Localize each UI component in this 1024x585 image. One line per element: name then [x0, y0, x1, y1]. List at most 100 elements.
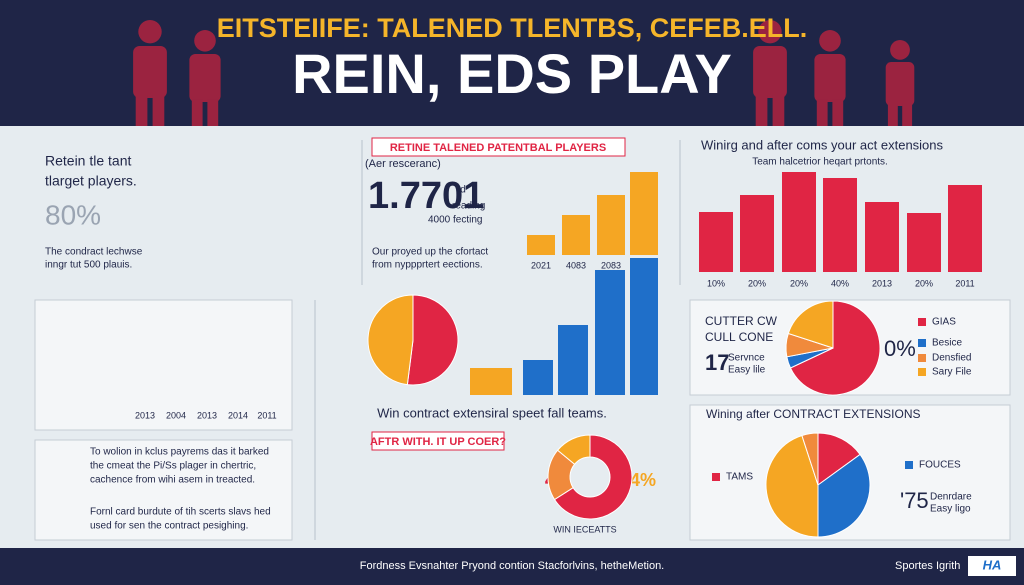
header-band — [0, 0, 1024, 126]
pct: 0% — [884, 336, 916, 361]
stat-note: 4000 fecting — [428, 215, 483, 226]
footer-band — [0, 548, 1024, 585]
head — [890, 40, 910, 60]
bar — [527, 235, 555, 255]
stat: 80% — [45, 199, 101, 230]
note: inngr tut 500 plauis. — [45, 260, 132, 271]
legend-label: TAMS — [726, 472, 753, 483]
body — [753, 46, 787, 98]
footer-brand: Sportes Igrith — [895, 560, 960, 572]
head — [758, 20, 782, 44]
year-label: 2014 — [228, 410, 248, 420]
note: The condract lechwse — [45, 247, 143, 258]
logo-text: HA — [983, 557, 1002, 572]
story: Fornl card burdute of tih scerts slavs h… — [90, 507, 271, 518]
legend-swatch — [918, 318, 926, 326]
leg — [191, 99, 203, 150]
stat-note: Easy lile — [728, 365, 766, 376]
cutter-line: CUTTER CW — [705, 314, 778, 328]
slice — [801, 432, 819, 486]
x-tick-label: 2013 — [872, 278, 892, 288]
body — [133, 46, 167, 98]
x-tick-label: 20% — [915, 278, 933, 288]
year-label: 2013 — [135, 410, 155, 420]
slice — [765, 434, 819, 538]
title: Wining after CONTRACT EXTENSIONS — [706, 407, 921, 421]
title: Winirg and after coms your act extension… — [701, 137, 944, 152]
x-tick-label: 20% — [790, 278, 808, 288]
legend-label: GIAS — [932, 317, 956, 328]
label: AFTR WITH. IT UP COER? — [370, 436, 506, 448]
leg — [832, 99, 844, 150]
legend-swatch — [905, 461, 913, 469]
panel — [34, 439, 293, 541]
story: used for sen the contract pesighing. — [90, 521, 248, 532]
slice — [817, 453, 871, 538]
stat-note: Denrdare — [930, 492, 972, 503]
caption: WIN IECEATTS — [553, 524, 616, 534]
bar — [699, 212, 733, 272]
slice — [787, 300, 834, 349]
stat: 17 — [705, 350, 729, 375]
bar — [823, 178, 857, 272]
stat: 1.7701 — [368, 175, 484, 217]
x-tick-label: 4083 — [566, 260, 586, 270]
bar — [630, 258, 658, 395]
story: To wolion in kclus payrems das it barked — [90, 447, 269, 458]
note: from nyppprtert eections. — [372, 260, 483, 271]
sub: (Aer resceranc) — [365, 158, 441, 170]
bar — [558, 325, 588, 395]
x-tick-label: 2083 — [601, 260, 621, 270]
panel — [34, 299, 293, 431]
cutter-line: CULL CONE — [705, 330, 773, 344]
leg — [152, 95, 165, 150]
slice — [789, 300, 881, 396]
leg — [755, 95, 768, 150]
bar — [523, 360, 553, 395]
x-tick-label: 20% — [748, 278, 766, 288]
label: RETINE TALENED PATENTBAL PLAYERS — [390, 142, 606, 154]
slice — [553, 434, 633, 520]
stat-note: Servnce — [728, 353, 765, 364]
bar — [782, 172, 816, 272]
bar — [562, 215, 590, 255]
label-box — [371, 431, 505, 451]
stat-note: Easy ligo — [930, 504, 971, 515]
leg — [816, 99, 828, 150]
slice — [406, 294, 459, 386]
body — [814, 54, 846, 102]
caption: Win contract extensiral speet fall teams… — [377, 405, 607, 420]
x-tick-label: 10% — [707, 278, 725, 288]
header-kicker: EITSTEIIFE: TALENED TLENTBS, CEFEB.ELL. — [217, 13, 808, 43]
legend-swatch — [918, 354, 926, 362]
legend-label: Sary File — [932, 367, 972, 378]
header-title: REIN, EDS PLAY — [292, 42, 732, 105]
head — [819, 30, 841, 52]
story: cachence from wihi asem in treacted. — [90, 475, 255, 486]
head — [194, 30, 216, 52]
body — [885, 62, 915, 106]
legend-swatch — [712, 473, 720, 481]
bar — [907, 213, 941, 272]
head — [138, 20, 162, 44]
note: Our proyed up the cfortact — [372, 247, 488, 258]
stat: '75 — [900, 488, 929, 513]
stat-note: ld — [458, 185, 466, 196]
leg — [207, 99, 219, 150]
x-tick-label: 2011 — [955, 278, 974, 288]
heading: tlarget players. — [45, 173, 137, 189]
logo — [968, 556, 1016, 576]
heading: Retein tle tant — [45, 153, 131, 169]
legend-label: FOUCES — [919, 460, 961, 471]
year-label: 2013 — [197, 410, 217, 420]
label-box — [371, 137, 626, 157]
sub: Team halcetrior heqart prtonts. — [752, 157, 888, 168]
x-tick-label: 2021 — [531, 260, 551, 270]
legend-swatch — [918, 339, 926, 347]
leg — [772, 95, 785, 150]
leg — [135, 95, 148, 150]
x-tick-label: 40% — [831, 278, 849, 288]
slice — [367, 294, 414, 386]
